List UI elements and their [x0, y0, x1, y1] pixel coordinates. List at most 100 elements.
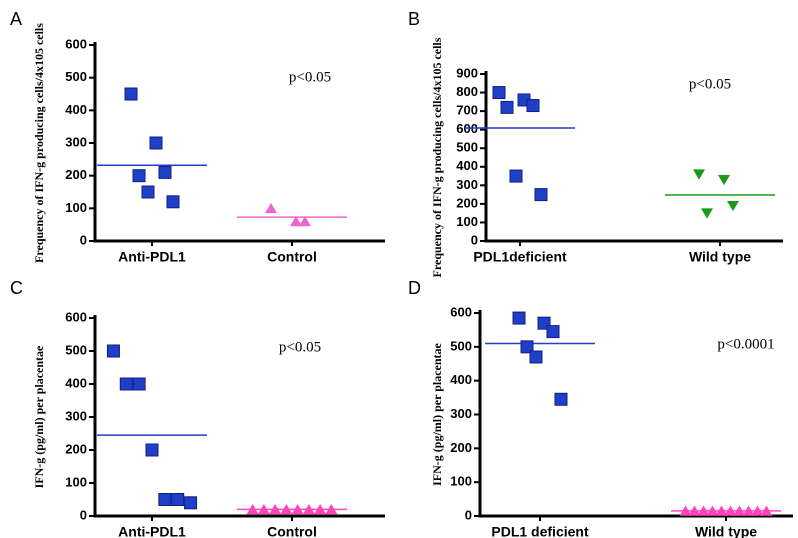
point — [149, 136, 163, 150]
point — [280, 504, 293, 515]
point — [302, 504, 315, 515]
y-tick-label: 300 — [65, 134, 87, 149]
y-tick-label: 700 — [456, 103, 478, 118]
y-axis-label: IFN-g (pg/ml) per placentae — [430, 342, 444, 485]
point — [124, 87, 138, 101]
panel-letter: C — [10, 278, 23, 298]
point — [526, 99, 540, 113]
x-tick-label: Wild type — [695, 524, 757, 538]
point — [520, 340, 534, 354]
y-tick-label: 300 — [456, 177, 478, 192]
y-tick-label: 100 — [456, 214, 478, 229]
y-tick-label: 600 — [65, 309, 87, 324]
x-tick-label: Control — [267, 249, 317, 265]
annotation: p<0.05 — [279, 339, 321, 355]
y-tick-label: 100 — [450, 474, 472, 489]
point — [141, 185, 155, 199]
point — [184, 496, 198, 510]
point — [760, 505, 773, 516]
point — [715, 505, 728, 516]
point — [158, 493, 172, 506]
y-axis-label: Frequency of IFN-g producing cells/4x105… — [430, 37, 444, 277]
point — [693, 169, 705, 180]
y-tick-label: 500 — [65, 342, 87, 357]
y-tick-label: 0 — [80, 507, 87, 522]
y-tick-label: 600 — [65, 36, 87, 51]
point — [132, 377, 146, 391]
x-tick-label: PDL1deficient — [473, 249, 567, 265]
y-tick-label: 400 — [65, 375, 87, 390]
point — [546, 325, 560, 339]
point — [733, 505, 746, 516]
y-tick-label: 500 — [65, 69, 87, 84]
x-tick-label: Anti-PDL1 — [118, 249, 186, 265]
y-axis-label: Frequency of IFN-g producing cells/4x105… — [32, 23, 46, 263]
x-tick-label: Control — [267, 524, 317, 538]
point — [500, 100, 514, 114]
y-tick-label: 100 — [65, 474, 87, 489]
point — [132, 169, 146, 183]
point — [265, 202, 277, 214]
point — [706, 505, 719, 516]
panel: D IFN-g (pg/ml) per placentae p<0.0001 0 100… — [408, 278, 793, 538]
annotation: p<0.05 — [689, 76, 731, 92]
panel-letter: D — [408, 278, 421, 298]
point — [119, 377, 133, 391]
annotation: p<0.0001 — [717, 336, 774, 352]
panel-letter: B — [408, 9, 420, 29]
y-tick-label: 400 — [456, 158, 478, 173]
y-tick-label: 200 — [65, 167, 87, 182]
point — [718, 174, 730, 186]
point — [679, 505, 692, 516]
point — [314, 504, 327, 515]
point — [688, 505, 701, 516]
point — [751, 505, 764, 516]
point — [509, 169, 523, 183]
point — [166, 195, 180, 209]
point — [246, 504, 259, 515]
y-tick-label: 400 — [65, 102, 87, 117]
point — [529, 350, 543, 364]
y-tick-label: 100 — [65, 200, 87, 215]
point — [534, 188, 548, 202]
x-tick-label: PDL1 deficient — [491, 524, 589, 538]
panel: C IFN-g (pg/ml) per placentae p<0.05 0 100 20… — [10, 278, 385, 538]
y-tick-label: 200 — [65, 441, 87, 456]
point — [291, 504, 304, 515]
annotation: p<0.05 — [289, 69, 331, 85]
y-tick-label: 0 — [465, 507, 472, 522]
y-tick-label: 0 — [80, 232, 87, 247]
panel: B Frequency of IFN-g producing cells/4x10… — [408, 9, 783, 277]
y-tick-label: 200 — [456, 195, 478, 210]
point — [106, 344, 120, 358]
panel: A Frequency of IFN-g producing cells/4x10… — [10, 9, 385, 265]
point — [257, 504, 270, 515]
point — [512, 311, 526, 325]
y-axis-label: IFN-g (pg/ml) per placentae — [32, 345, 46, 488]
y-tick-label: 500 — [456, 140, 478, 155]
y-tick-label: 200 — [450, 440, 472, 455]
y-tick-label: 0 — [471, 232, 478, 247]
point — [697, 505, 710, 516]
y-tick-label: 300 — [450, 406, 472, 421]
y-tick-label: 800 — [456, 84, 478, 99]
panel-letter: A — [10, 9, 22, 29]
point — [145, 443, 159, 457]
point — [299, 216, 311, 227]
point — [158, 165, 172, 179]
point — [492, 86, 506, 100]
y-tick-label: 300 — [65, 408, 87, 423]
point — [742, 505, 755, 516]
point — [269, 504, 282, 515]
point — [727, 200, 739, 212]
point — [290, 216, 302, 227]
point — [554, 392, 568, 406]
point — [724, 505, 737, 516]
x-tick-label: Wild type — [689, 249, 751, 265]
point — [325, 504, 338, 515]
y-tick-label: 400 — [450, 372, 472, 387]
y-tick-label: 500 — [450, 338, 472, 353]
x-tick-label: Anti-PDL1 — [118, 524, 186, 538]
y-tick-label: 600 — [450, 304, 472, 319]
